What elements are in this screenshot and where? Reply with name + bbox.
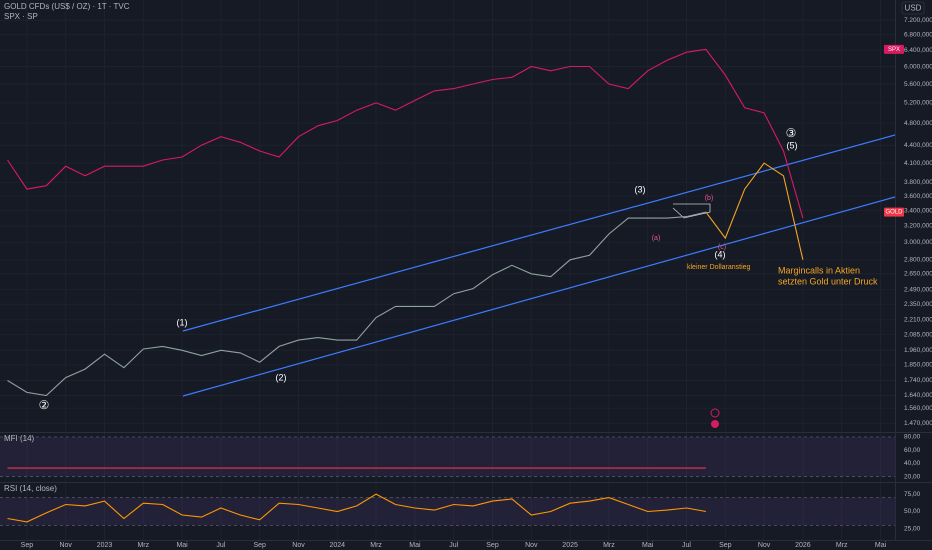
y-tick-label: 5.200,000 bbox=[904, 100, 932, 107]
wave-label: (4) bbox=[715, 249, 726, 259]
wave-label: (c) bbox=[718, 244, 726, 251]
x-tick-label: 2025 bbox=[562, 542, 578, 549]
y-tick-label: 2.085,000 bbox=[904, 331, 932, 338]
x-tick-label: Nov bbox=[292, 542, 305, 549]
series-line bbox=[7, 48, 804, 219]
series-line bbox=[7, 211, 707, 397]
y-tick-label: 1.850,000 bbox=[904, 362, 932, 369]
wave-label: ② bbox=[39, 398, 50, 412]
x-tick-label: Sep bbox=[21, 542, 34, 549]
currency: USD bbox=[905, 4, 922, 13]
y-tick-label: 80,00 bbox=[904, 434, 921, 441]
x-tick-label: 2023 bbox=[97, 542, 113, 549]
y-tick-label: 50,00 bbox=[904, 508, 921, 515]
x-tick-label: Mai bbox=[176, 542, 188, 549]
currency-box bbox=[901, 1, 925, 15]
indicator-band bbox=[0, 436, 895, 477]
axis: Sep Nov 2023 Mrz Mai Jul Sep Nov 2024 Mrz Mai Jul Se… bbox=[4, 17, 932, 549]
y-tick-label: 2.350,000 bbox=[904, 301, 932, 308]
y-tick-label: 2.800,000 bbox=[904, 257, 932, 264]
wave-label: (1) bbox=[177, 317, 188, 327]
wave-label: (b) bbox=[705, 195, 714, 202]
x-tick-label: Jul bbox=[449, 542, 458, 549]
y-tick-label: 5.600,000 bbox=[904, 81, 932, 88]
wave-label: (a) bbox=[652, 235, 661, 242]
channel-upper bbox=[182, 134, 896, 332]
x-tick-label: Jul bbox=[682, 542, 691, 549]
x-tick-label: Mrz bbox=[603, 542, 615, 549]
y-tick-label: 2.210,000 bbox=[904, 317, 932, 324]
y-tick-label: 25,00 bbox=[904, 526, 921, 533]
grid bbox=[0, 0, 895, 540]
x-tick-label: Jul bbox=[216, 542, 225, 549]
y-tick-label: 4.400,000 bbox=[904, 142, 932, 149]
annotation: kleiner Dollaranstieg bbox=[687, 264, 751, 271]
indicator-band bbox=[0, 497, 895, 526]
x-tick-label: 2026 bbox=[795, 542, 811, 549]
x-tick-label: Mrz bbox=[836, 542, 848, 549]
wave-label: (3) bbox=[635, 184, 646, 194]
y-tick-label: 60,00 bbox=[904, 447, 921, 454]
indicator-title: MFI (14) bbox=[4, 434, 35, 443]
x-tick-label: Mai bbox=[875, 542, 887, 549]
y-tick-label: 1.960,000 bbox=[904, 347, 932, 354]
y-tick-label: 3.200,000 bbox=[904, 223, 932, 230]
x-tick-label: Mrz bbox=[137, 542, 149, 549]
y-tick-label: 40,00 bbox=[904, 460, 921, 467]
x-tick-label: Nov bbox=[758, 542, 771, 549]
y-tick-label: 1.560,000 bbox=[904, 405, 932, 412]
y-tick-label: 3.000,000 bbox=[904, 239, 932, 246]
y-tick-label: 75,00 bbox=[904, 491, 921, 498]
chart-title: GOLD CFDs (US$ / OZ) · 1T · TVC bbox=[4, 2, 130, 11]
price-flag-label: SPX bbox=[888, 47, 900, 53]
y-tick-label: 6.000,000 bbox=[904, 63, 932, 70]
y-tick-label: 1.470,000 bbox=[904, 420, 932, 427]
y-tick-label: 6.400,000 bbox=[904, 47, 932, 54]
indicator-title: RSI (14, close) bbox=[4, 484, 57, 493]
event-icon[interactable] bbox=[711, 420, 719, 428]
x-tick-label: Nov bbox=[525, 542, 538, 549]
x-tick-label: Mrz bbox=[370, 542, 382, 549]
y-tick-label: 7.200,000 bbox=[904, 17, 932, 24]
x-tick-label: 2024 bbox=[330, 542, 346, 549]
y-tick-label: 3.600,000 bbox=[904, 193, 932, 200]
overlay-label: SPX · SP bbox=[4, 12, 38, 21]
y-tick-label: 20,00 bbox=[904, 473, 921, 480]
y-tick-label: 2.650,000 bbox=[904, 270, 932, 277]
price-flag bbox=[884, 207, 904, 217]
wave-label: ③ bbox=[786, 126, 797, 140]
x-tick-label: Mai bbox=[409, 542, 421, 549]
price-flag-label: GOLD bbox=[885, 210, 903, 216]
y-tick-label: 2.490,000 bbox=[904, 286, 932, 293]
x-tick-label: Sep bbox=[719, 542, 732, 549]
y-tick-label: 4.800,000 bbox=[904, 120, 932, 127]
x-tick-label: Nov bbox=[59, 542, 72, 549]
wave-label: (2) bbox=[276, 372, 287, 382]
triangle-drawing bbox=[672, 203, 711, 219]
annotation: setzten Gold unter Druck bbox=[778, 276, 878, 286]
y-tick-label: 1.740,000 bbox=[904, 377, 932, 384]
bands bbox=[0, 436, 895, 526]
y-tick-label: 3.400,000 bbox=[904, 207, 932, 214]
y-tick-label: 4.100,000 bbox=[904, 160, 932, 167]
annotation: Margincalls in Aktien bbox=[778, 265, 860, 275]
event-icon[interactable] bbox=[710, 408, 720, 418]
series-line bbox=[705, 162, 804, 260]
wave-label: (5) bbox=[787, 140, 798, 150]
price-flag bbox=[884, 44, 904, 54]
series-line bbox=[7, 493, 706, 523]
y-tick-label: 6.800,000 bbox=[904, 32, 932, 39]
channel-lower bbox=[182, 196, 896, 397]
lines bbox=[7, 48, 804, 523]
x-tick-label: Sep bbox=[486, 542, 499, 549]
x-tick-label: Mai bbox=[642, 542, 654, 549]
y-tick-label: 1.640,000 bbox=[904, 392, 932, 399]
x-tick-label: Sep bbox=[253, 542, 266, 549]
y-tick-label: 3.800,000 bbox=[904, 179, 932, 186]
